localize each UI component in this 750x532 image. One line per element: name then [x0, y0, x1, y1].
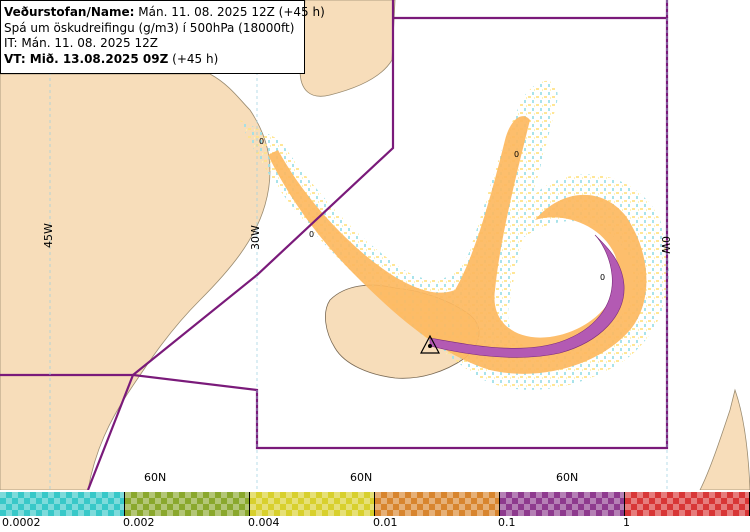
ash-plume — [240, 80, 669, 390]
scale-label: 1 — [623, 516, 630, 529]
contour-label: 0 — [600, 273, 605, 282]
volcano-icon — [420, 334, 440, 354]
color-swatches — [0, 492, 750, 516]
greenland-north-coast — [299, 0, 396, 97]
scale-labels: 0.0002 0.002 0.004 0.01 0.1 1 — [0, 516, 750, 532]
scandinavia-landmass — [699, 388, 750, 490]
lat-label-60n-a: 60N — [144, 471, 166, 484]
ash-forecast-map: 45W 30W 0W 60N 60N 60N 0 0 0 0 — [0, 0, 750, 490]
ash-plume-mid — [268, 116, 647, 374]
scale-swatch — [125, 492, 250, 516]
issuer-label: Veðurstofan/Name: — [4, 5, 135, 19]
graticule — [49, 0, 668, 490]
scale-label: 0.002 — [123, 516, 155, 529]
lon-label-30w: 30W — [249, 225, 262, 250]
scale-label: 0.004 — [248, 516, 280, 529]
contour-label: 0 — [514, 150, 519, 159]
issue-time: IT: Mán. 11. 08. 2025 12Z — [4, 36, 158, 50]
issuer-line: Veðurstofan/Name: Mán. 11. 08. 2025 12Z … — [4, 5, 325, 21]
contour-label: 0 — [259, 137, 264, 146]
scale-swatch — [0, 492, 125, 516]
concentration-color-scale: 0.0002 0.002 0.004 0.01 0.1 1 — [0, 490, 750, 532]
scale-swatch — [375, 492, 500, 516]
scale-label: 0.0002 — [2, 516, 41, 529]
fir-boundary-main — [130, 0, 669, 450]
ash-plume-high — [429, 234, 625, 358]
fir-boundary-southwest — [86, 374, 135, 490]
fir-boundary — [0, 0, 669, 490]
scale-label: 0.1 — [498, 516, 516, 529]
lon-label-0w: 0W — [659, 236, 672, 254]
valid-time-line: VT: Mið. 13.08.2025 09Z (+45 h) — [4, 52, 304, 68]
greenland-landmass — [0, 73, 271, 490]
lon-label-45w: 45W — [42, 223, 55, 248]
forecast-description: Spá um öskudreifingu (g/m3) í 500hPa (18… — [4, 20, 295, 35]
scale-label: 0.01 — [373, 516, 398, 529]
valid-time-offset: (+45 h) — [168, 51, 219, 66]
valid-time-label: VT: Mið. 13.08.2025 09Z — [4, 51, 169, 66]
issuer-time: Mán. 11. 08. 2025 12Z (+45 h) — [134, 5, 325, 19]
forecast-info-box: Veðurstofan/Name: Mán. 11. 08. 2025 12Z … — [0, 0, 325, 74]
contour-label: 0 — [309, 230, 314, 239]
lat-label-60n-c: 60N — [556, 471, 578, 484]
scale-swatch — [625, 492, 750, 516]
lat-label-60n-b: 60N — [350, 471, 372, 484]
scale-swatch — [500, 492, 625, 516]
scale-swatch — [250, 492, 375, 516]
